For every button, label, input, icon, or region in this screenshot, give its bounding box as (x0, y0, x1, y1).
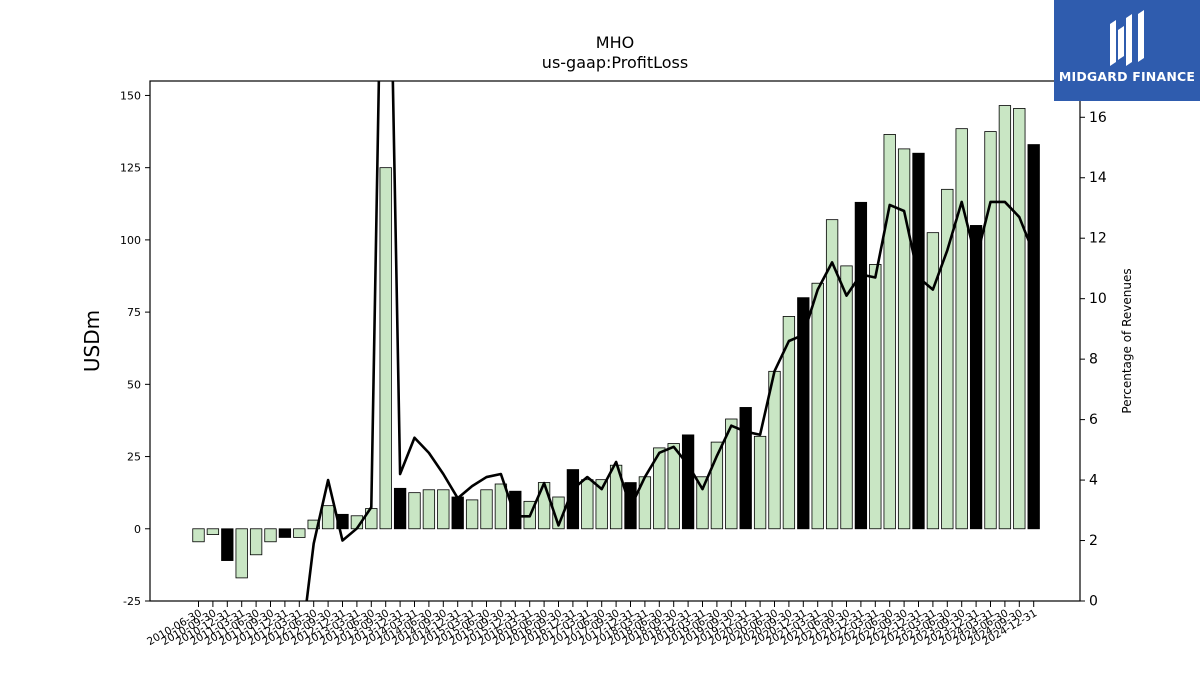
y2-tick-label: 10 (1089, 291, 1107, 307)
y2-tick-label: 4 (1089, 473, 1098, 489)
bar-2022-06-30 (883, 134, 896, 530)
y2-tick-label: 6 (1089, 412, 1098, 428)
y2-tick-label: 0 (1089, 594, 1098, 610)
bar-2011-06-30 (249, 528, 263, 556)
bar-2018-09-30 (667, 443, 680, 530)
y-tick-label: 150 (120, 89, 141, 102)
bar-2012-03-31 (293, 528, 306, 538)
chart-title: MHO (596, 33, 634, 52)
y-tick-label: -25 (123, 595, 141, 608)
bar-2024-09-30 (1013, 108, 1026, 530)
bar-2024-06-30 (998, 105, 1012, 530)
bar-2012-06-30 (307, 519, 320, 530)
bar-2010-06-30 (192, 528, 205, 543)
bar-2020-09-30 (782, 316, 796, 530)
bar-2021-12-31 (854, 201, 868, 530)
bar-2010-09-30 (206, 528, 220, 535)
y-tick-label: 25 (127, 451, 141, 464)
bar-2021-06-30 (825, 219, 839, 530)
plot-frame (149, 80, 1081, 602)
bar-2018-12-31 (681, 434, 695, 530)
y2-tick-label: 16 (1089, 110, 1107, 126)
bar-2019-09-30 (725, 418, 738, 530)
chart-subtitle: us-gaap:ProfitLoss (542, 53, 688, 72)
bar-2018-06-30 (653, 447, 666, 530)
bar-2023-12-31 (969, 225, 983, 530)
bar-2023-03-31 (926, 232, 940, 530)
bar-2019-12-31 (739, 407, 752, 530)
y2-tick-label: 12 (1089, 231, 1107, 247)
y2-axis-label: Percentage of Revenues (1120, 268, 1134, 413)
bar-2015-12-31 (509, 490, 522, 530)
bar-2017-06-30 (595, 479, 608, 530)
bar-2015-03-31 (465, 499, 479, 530)
y2-tick-label: 8 (1089, 352, 1098, 368)
y-tick-label: 50 (127, 378, 141, 391)
right-axis: 0 2 4 6 8 10 12 14 16 (1080, 110, 1107, 610)
bar-2015-09-30 (494, 483, 508, 530)
bar-2015-06-30 (480, 489, 493, 530)
logo-text: MIDGARD FINANCE (1058, 69, 1196, 84)
bar-2020-03-31 (753, 435, 767, 530)
bar-2021-09-30 (840, 265, 853, 530)
bar-2022-12-31 (912, 152, 925, 530)
bar-2014-09-30 (437, 489, 450, 530)
y-tick-label: 75 (127, 306, 141, 319)
bar-2012-09-30 (321, 505, 335, 530)
bar-2022-09-30 (897, 148, 911, 530)
y-tick-label: 125 (120, 162, 141, 175)
bar-2014-12-31 (451, 496, 464, 530)
bar-2014-06-30 (422, 489, 436, 530)
brand-logo: MIDGARD FINANCE (1054, 0, 1200, 101)
y2-tick-label: 14 (1089, 170, 1107, 186)
bar-2011-12-31 (278, 528, 292, 538)
y-axis-label: USDm (80, 310, 104, 372)
bar-2011-09-30 (264, 528, 277, 543)
bar-2013-09-30 (379, 167, 392, 530)
bars-layer (192, 105, 1040, 579)
bar-2019-03-31 (696, 476, 709, 530)
x-axis: 2010-06-302010-09-302010-12-312011-03-31… (145, 601, 1039, 648)
line-layer (305, 81, 1035, 601)
y-tick-label: 0 (134, 523, 141, 536)
percentage-line (305, 81, 1035, 601)
bar-2020-06-30 (768, 370, 781, 530)
bar-2023-09-30 (955, 128, 968, 530)
bar-2010-12-31 (221, 528, 234, 561)
y2-tick-label: 2 (1089, 533, 1098, 549)
bar-2020-12-31 (797, 297, 810, 530)
bar-2016-12-31 (566, 469, 580, 530)
bar-2024-03-31 (984, 131, 997, 530)
bar-2017-03-31 (581, 479, 594, 530)
bar-2013-12-31 (393, 487, 407, 530)
bar-2021-03-31 (811, 282, 824, 530)
bar-2024-12-31 (1027, 144, 1040, 530)
bar-2023-06-30 (941, 188, 954, 530)
left-axis: -25 0 25 50 75 100 125 150 (120, 89, 150, 608)
bar-2019-06-30 (710, 441, 724, 530)
y-tick-label: 100 (120, 234, 141, 247)
bar-2011-03-31 (235, 528, 248, 579)
bar-2014-03-31 (408, 492, 421, 530)
bar-2022-03-31 (869, 264, 882, 530)
midgard-logo-icon (1110, 10, 1144, 66)
